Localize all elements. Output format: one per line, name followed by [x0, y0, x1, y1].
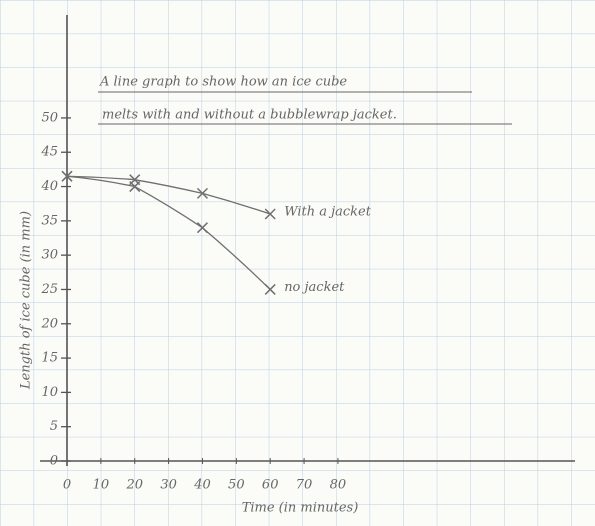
series-label: no jacket: [284, 280, 345, 295]
y-tick-label: 15: [41, 351, 58, 366]
y-tick-label: 5: [50, 419, 58, 434]
x-tick-label: 50: [228, 478, 245, 493]
y-tick-label: 40: [40, 179, 58, 194]
x-tick-label: 80: [330, 478, 347, 493]
chart-title: A line graph to show how an ice cube: [99, 75, 347, 90]
y-tick-label: 25: [40, 282, 58, 297]
x-tick-label: 10: [93, 478, 110, 493]
y-tick-label: 30: [41, 248, 58, 263]
x-tick-label: 40: [193, 478, 211, 493]
y-tick-label: 35: [41, 213, 58, 228]
x-axis-label: Time (in minutes): [242, 501, 359, 516]
x-tick-label: 20: [125, 478, 143, 493]
y-tick-label: 20: [40, 316, 58, 331]
y-tick-label: 10: [41, 385, 58, 400]
x-tick-label: 0: [63, 478, 71, 493]
x-tick-label: 30: [160, 478, 177, 493]
y-tick-label: 45: [40, 145, 58, 160]
x-tick-label: 70: [296, 478, 313, 493]
x-tick-label: 60: [262, 478, 279, 493]
y-tick-label: 50: [41, 110, 58, 125]
chart-title: melts with and without a bubblewrap jack…: [102, 108, 397, 123]
y-axis-label: Length of ice cube (in mm): [19, 211, 34, 390]
y-tick-label: 0: [50, 454, 58, 469]
chart: A line graph to show how an ice cube mel…: [0, 0, 595, 526]
series-label: With a jacket: [284, 204, 372, 219]
